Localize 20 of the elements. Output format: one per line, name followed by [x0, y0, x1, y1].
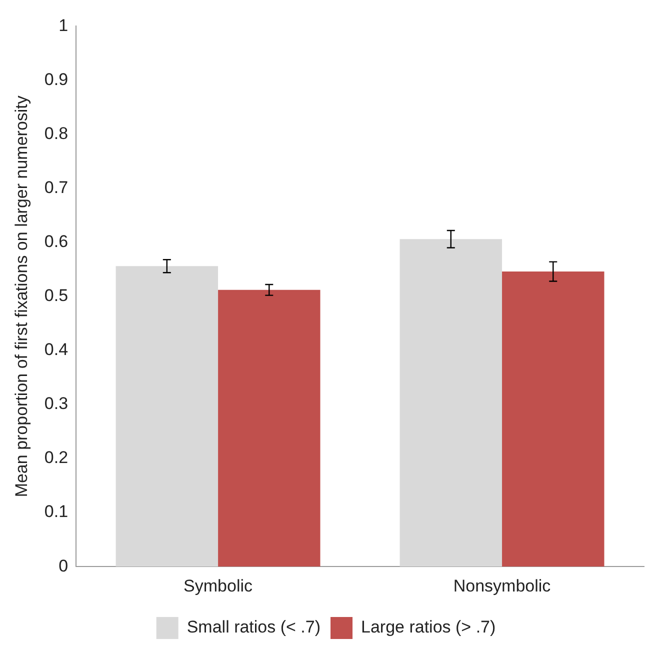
bar [502, 272, 604, 567]
x-tick-label: Symbolic [184, 576, 254, 596]
legend-label: Small ratios (< .7) [186, 618, 321, 637]
bar [400, 239, 502, 567]
y-tick-label: 0.9 [44, 70, 68, 89]
y-tick-label: 0 [58, 556, 68, 576]
y-tick-label: 1 [58, 16, 68, 35]
bar [116, 266, 218, 567]
x-tick-label: Nonsymbolic [453, 576, 552, 596]
y-tick-label: 0.7 [44, 178, 68, 198]
y-tick-label: 0.2 [44, 448, 68, 468]
y-tick-label: 0.4 [44, 340, 68, 360]
y-tick-label: 0.8 [44, 124, 68, 143]
legend-label: Large ratios (> .7) [361, 618, 496, 637]
y-axis-title: Mean proportion of first fixations on larger numerosity [12, 95, 31, 498]
y-tick-label: 0.1 [44, 502, 68, 522]
y-tick-label: 0.6 [44, 232, 68, 252]
y-tick-label: 0.5 [44, 286, 68, 306]
bar [218, 290, 320, 567]
y-tick-label: 0.3 [44, 394, 68, 414]
